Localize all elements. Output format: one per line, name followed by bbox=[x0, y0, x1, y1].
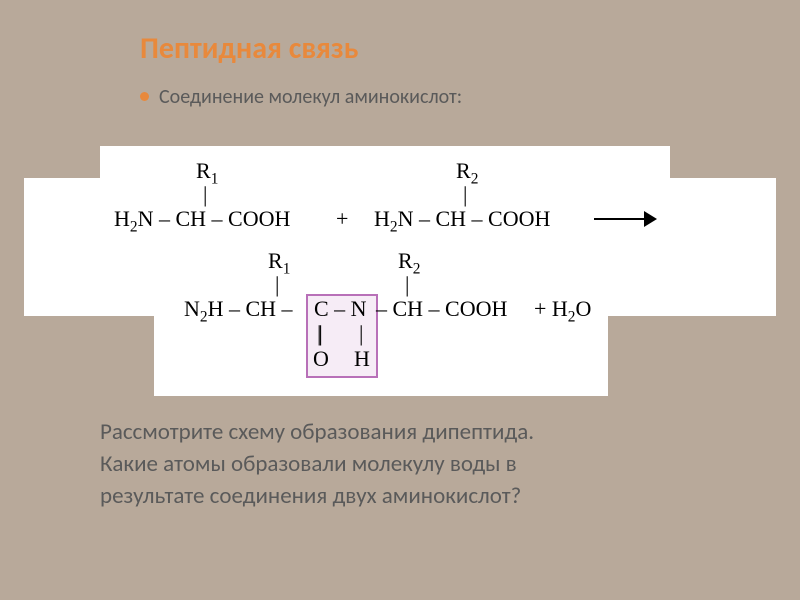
product-r1-vbar: | bbox=[275, 272, 279, 298]
single-bond-bar: | bbox=[359, 321, 363, 347]
product-n2h: N2H – CH – bbox=[184, 296, 293, 326]
reactant1-formula: H2N – CH – COOH bbox=[114, 206, 290, 236]
r2-vbar: | bbox=[463, 182, 467, 208]
bullet-row: Соединение молекул аминокислот: bbox=[140, 85, 750, 109]
slide-container: Пептидная связь Соединение молекул амино… bbox=[0, 0, 800, 600]
product-h: H bbox=[354, 346, 370, 372]
bullet-text: Соединение молекул аминокислот: bbox=[159, 85, 462, 109]
product-r2-vbar: | bbox=[405, 272, 409, 298]
reactant2-formula: H2N – CH – COOH bbox=[374, 206, 550, 236]
slide-title: Пептидная связь bbox=[140, 30, 750, 67]
question-text: Рассмотрите схему образования дипептида.… bbox=[100, 418, 534, 514]
product-cn: C – N bbox=[314, 296, 367, 322]
question-line-2: Какие атомы образовали молекулу воды в bbox=[100, 450, 534, 478]
product-tail: – CH – COOH bbox=[376, 296, 507, 322]
r1-vbar: | bbox=[203, 182, 207, 208]
product-o: O bbox=[313, 346, 329, 372]
double-bond-bar: || bbox=[317, 321, 320, 347]
question-line-3: результате соединения двух аминокислот? bbox=[100, 482, 534, 510]
bullet-dot-icon bbox=[140, 92, 149, 101]
product-h2o: + H2O bbox=[534, 296, 591, 326]
question-line-1: Рассмотрите схему образования дипептида. bbox=[100, 418, 534, 446]
plus-sign: + bbox=[336, 206, 348, 232]
chemical-diagram: R1 | H2N – CH – COOH + R2 | H2N – CH – C… bbox=[24, 146, 776, 396]
